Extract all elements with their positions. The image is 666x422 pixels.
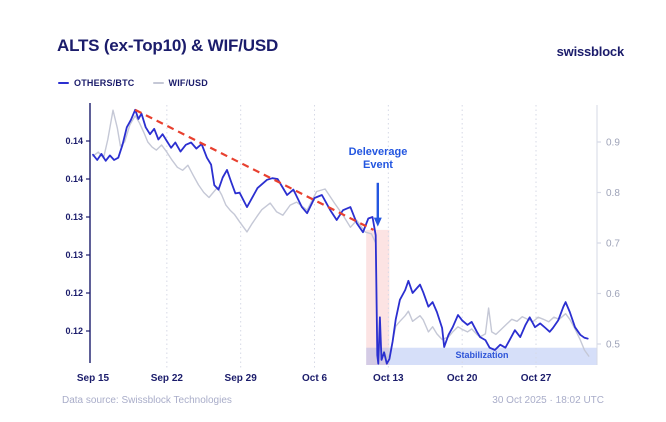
right-axis-label: 0.9 bbox=[606, 138, 620, 149]
right-axis-label: 0.7 bbox=[606, 239, 620, 250]
legend-label: OTHERS/BTC bbox=[74, 78, 135, 88]
annotation-line: Event bbox=[363, 159, 393, 171]
stabilization-annotation: Stabilization bbox=[455, 350, 509, 360]
left-axis-label: 0.12 bbox=[65, 326, 83, 336]
left-axis-label: 0.13 bbox=[65, 212, 83, 222]
right-axis-label: 0.6 bbox=[606, 289, 620, 300]
legend-dash-icon bbox=[152, 82, 164, 84]
legend-item-others-btc: OTHERS/BTC bbox=[58, 78, 135, 88]
stabilization-band bbox=[366, 347, 597, 365]
series-others-btc bbox=[92, 108, 589, 365]
x-axis-label: Oct 27 bbox=[521, 373, 552, 384]
series-wif-usd bbox=[92, 109, 590, 359]
x-axis-label: Sep 15 bbox=[77, 373, 110, 384]
legend-dash-icon bbox=[58, 82, 69, 84]
right-axis-label: 0.5 bbox=[606, 340, 620, 351]
legend: OTHERS/BTC WIF/USD bbox=[58, 78, 208, 88]
left-axis-label: 0.14 bbox=[65, 136, 83, 146]
left-axis-label: 0.14 bbox=[65, 174, 83, 184]
deleverage-event-annotation: Deleverage Event bbox=[330, 146, 426, 172]
deleverage-arrowhead bbox=[373, 217, 382, 227]
legend-item-wif-usd: WIF/USD bbox=[152, 78, 208, 88]
legend-label: WIF/USD bbox=[168, 78, 208, 88]
swissblock-logo: swissblock bbox=[556, 44, 625, 59]
page-title: ALTS (ex-Top10) & WIF/USD bbox=[57, 36, 279, 55]
x-axis-label: Sep 22 bbox=[151, 373, 184, 384]
footer: Data source: Swissblock Technologies 30 … bbox=[62, 395, 604, 406]
x-axis-label: Oct 6 bbox=[302, 373, 327, 384]
deleverage-event-band bbox=[366, 229, 390, 365]
data-source-text: Data source: Swissblock Technologies bbox=[62, 395, 232, 406]
x-axis-label: Oct 13 bbox=[373, 373, 404, 384]
trendline bbox=[134, 108, 375, 231]
left-axis-label: 0.13 bbox=[65, 250, 83, 260]
left-axis-label: 0.12 bbox=[65, 288, 83, 298]
x-axis-label: Sep 29 bbox=[225, 373, 258, 384]
annotation-line: Deleverage bbox=[348, 146, 408, 158]
right-axis-label: 0.8 bbox=[606, 188, 620, 199]
x-axis-label: Oct 20 bbox=[447, 373, 478, 384]
timestamp-text: 30 Oct 2025 · 18:02 UTC bbox=[492, 395, 604, 406]
